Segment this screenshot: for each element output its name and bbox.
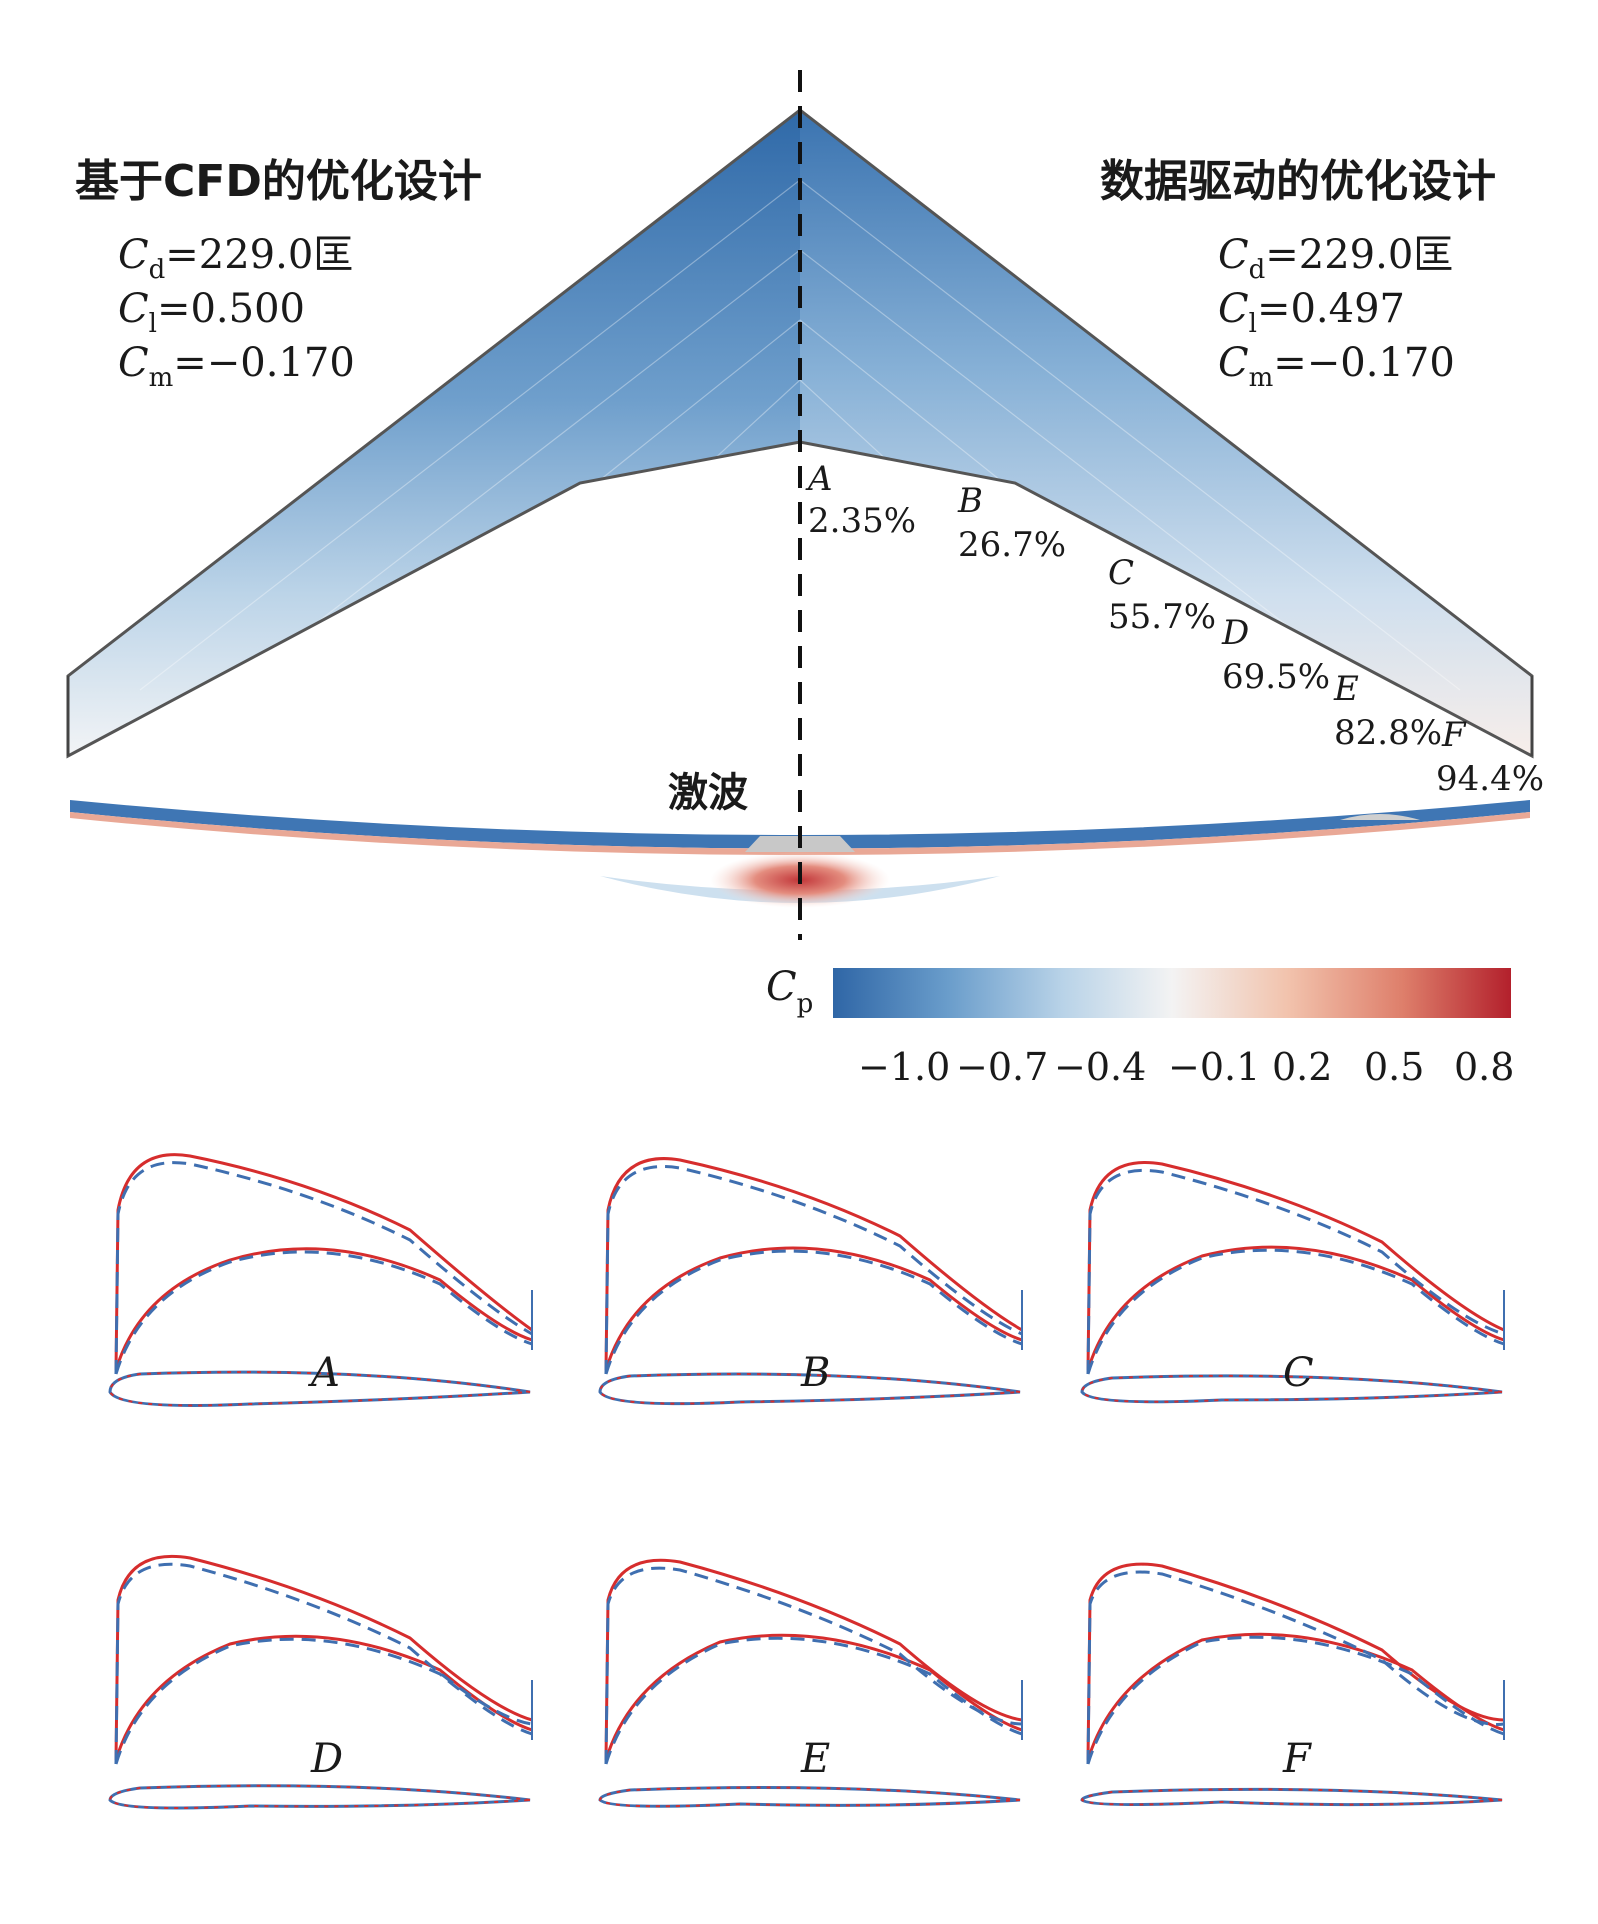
panel-label-f: F: [1282, 1736, 1312, 1782]
section-letter-c: C: [1108, 553, 1134, 593]
cp-curve-data: [1086, 1570, 1505, 1765]
airfoil-cfd: [1080, 1788, 1503, 1806]
wing-right-half: [800, 110, 1532, 756]
colorbar-tick-5: 0.2: [1272, 1045, 1332, 1089]
section-pct-c: 55.7%: [1108, 597, 1216, 637]
cp-curve-data: [114, 1161, 533, 1375]
cp-curve-cfd: [1086, 1562, 1505, 1761]
left-title: 基于CFD的优化设计: [75, 156, 482, 207]
cp-curve-data: [114, 1562, 533, 1765]
cp-curve-cfd: [1086, 1161, 1505, 1371]
section-letter-a: A: [805, 459, 833, 499]
airfoil-cfd: [108, 1371, 531, 1407]
cp-curve-data: [1086, 1168, 1505, 1375]
svg-text:Cd=229.0匡: Cd=229.0匡: [118, 232, 353, 285]
section-letter-f: F: [1441, 715, 1467, 755]
wing-contour-lines: [139, 179, 1461, 731]
section-panel-d: D: [108, 1554, 533, 1810]
section-pct-d: 69.5%: [1222, 657, 1330, 697]
left-coefficients: Cd=229.0匡 Cl=0.500 Cm=−0.170: [118, 232, 355, 393]
section-panels: A B C D E F: [108, 1153, 1505, 1810]
cp-curve-cfd: [114, 1554, 533, 1761]
panel-label-b: B: [800, 1350, 830, 1396]
colorbar-tick-3: −0.4: [1054, 1045, 1146, 1089]
colorbar-gradient: [833, 968, 1511, 1018]
section-letter-b: B: [957, 481, 983, 521]
airfoil-cfd: [108, 1784, 531, 1809]
airfoil-cfd: [598, 1373, 1021, 1405]
wing-left-half: [68, 110, 800, 756]
svg-text:Cm=−0.170: Cm=−0.170: [1218, 340, 1455, 393]
colorbar-tick-7: 0.8: [1454, 1045, 1514, 1089]
section-letter-e: E: [1333, 669, 1359, 709]
section-labels: A 2.35% B 26.7% C 55.7% D 69.5% E 82.8% …: [805, 459, 1544, 799]
colorbar-tick-4: −0.1: [1168, 1045, 1260, 1089]
airfoil-data: [108, 1784, 531, 1810]
cp-curve-data: [604, 1636, 1023, 1765]
svg-text:Cl=0.497: Cl=0.497: [1218, 286, 1405, 339]
cp-curve-data: [1086, 1635, 1505, 1765]
airfoil-data: [1080, 1787, 1503, 1807]
cp-curve-cfd: [1086, 1632, 1505, 1761]
colorbar-tick-1: −1.0: [858, 1045, 950, 1089]
svg-text:Cd=229.0匡: Cd=229.0匡: [1218, 232, 1453, 285]
right-coefficients: Cd=229.0匡 Cl=0.497 Cm=−0.170: [1218, 232, 1455, 393]
wing-planform: [66, 108, 1534, 759]
colorbar-label: Cp: [766, 964, 813, 1019]
section-panel-c: C: [1080, 1161, 1505, 1404]
cp-curve-cfd: [1086, 1245, 1505, 1371]
cp-curve-cfd: [604, 1246, 1023, 1371]
cp-curve-data: [114, 1250, 533, 1375]
cp-curve-cfd: [604, 1633, 1023, 1761]
cp-curve-cfd: [604, 1558, 1023, 1761]
cp-curve-data: [604, 1249, 1023, 1375]
section-panel-f: F: [1080, 1562, 1505, 1807]
cp-curve-cfd: [604, 1157, 1023, 1371]
cp-curve-data: [114, 1637, 533, 1765]
cp-curve-data: [604, 1566, 1023, 1765]
section-letter-d: D: [1221, 613, 1249, 653]
panel-label-e: E: [800, 1736, 830, 1782]
cp-curve-cfd: [114, 1153, 533, 1371]
section-pct-e: 82.8%: [1334, 713, 1442, 753]
section-panel-b: B: [598, 1157, 1023, 1406]
section-panel-a: A: [108, 1153, 533, 1407]
colorbar-tick-6: 0.5: [1364, 1045, 1424, 1089]
cp-curve-data: [604, 1165, 1023, 1375]
svg-text:Cm=−0.170: Cm=−0.170: [118, 340, 355, 393]
panel-label-d: D: [310, 1736, 343, 1782]
section-pct-f: 94.4%: [1436, 759, 1544, 799]
section-pct-a: 2.35%: [808, 501, 916, 541]
airfoil-cfd: [598, 1786, 1021, 1808]
colorbar-tick-2: −0.7: [956, 1045, 1048, 1089]
shock-label: 激波: [668, 770, 748, 816]
airfoil-cfd: [1080, 1374, 1503, 1403]
svg-text:Cl=0.500: Cl=0.500: [118, 286, 305, 339]
right-title: 数据驱动的优化设计: [1100, 156, 1496, 207]
wing-front-view: [70, 800, 1530, 908]
panel-label-a: A: [307, 1350, 340, 1396]
cp-curve-data: [1086, 1248, 1505, 1375]
panel-label-c: C: [1283, 1350, 1314, 1396]
section-panel-e: E: [598, 1558, 1023, 1808]
section-pct-b: 26.7%: [958, 525, 1066, 565]
colorbar: Cp −1.0 −0.7 −0.4 −0.1 0.2 0.5 0.8: [766, 964, 1514, 1089]
cp-curve-cfd: [114, 1247, 533, 1371]
